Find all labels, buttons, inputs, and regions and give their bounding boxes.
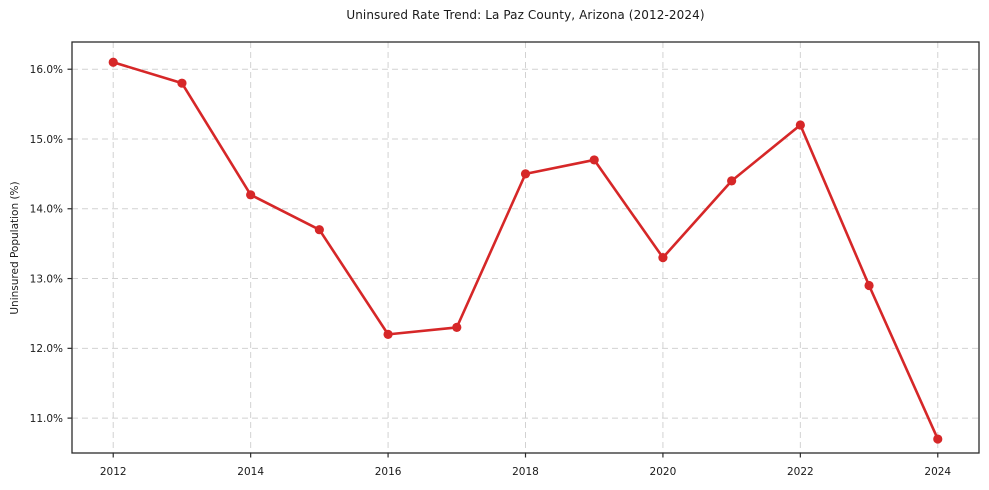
data-point-marker <box>520 169 531 179</box>
chart-title: Uninsured Rate Trend: La Paz County, Ari… <box>346 8 705 22</box>
y-tick-label: 16.0% <box>30 64 63 76</box>
data-point-marker <box>108 57 118 67</box>
data-point-marker <box>452 322 462 332</box>
y-tick-label: 12.0% <box>30 343 63 355</box>
data-point-marker <box>933 434 943 444</box>
data-point-marker <box>314 225 324 235</box>
data-point-marker <box>177 78 187 88</box>
x-tick-label: 2016 <box>375 466 402 478</box>
y-tick-label: 13.0% <box>30 273 63 285</box>
x-tick-label: 2014 <box>237 466 264 478</box>
y-tick-label: 11.0% <box>30 413 63 425</box>
x-tick-label: 2018 <box>512 466 539 478</box>
x-tick-label: 2012 <box>100 466 127 478</box>
data-point-marker <box>795 120 805 130</box>
data-point-marker <box>727 176 737 186</box>
y-tick-label: 15.0% <box>30 134 63 146</box>
data-point-marker <box>383 329 393 339</box>
x-tick-label: 2020 <box>650 466 677 478</box>
data-point-marker <box>864 280 874 291</box>
y-tick-label: 14.0% <box>30 204 63 216</box>
x-tick-label: 2022 <box>787 466 814 478</box>
data-point-marker <box>246 190 256 200</box>
plot-frame <box>71 41 980 454</box>
data-point-marker <box>658 253 668 263</box>
x-tick-label: 2024 <box>924 466 951 478</box>
data-point-marker <box>589 155 599 165</box>
